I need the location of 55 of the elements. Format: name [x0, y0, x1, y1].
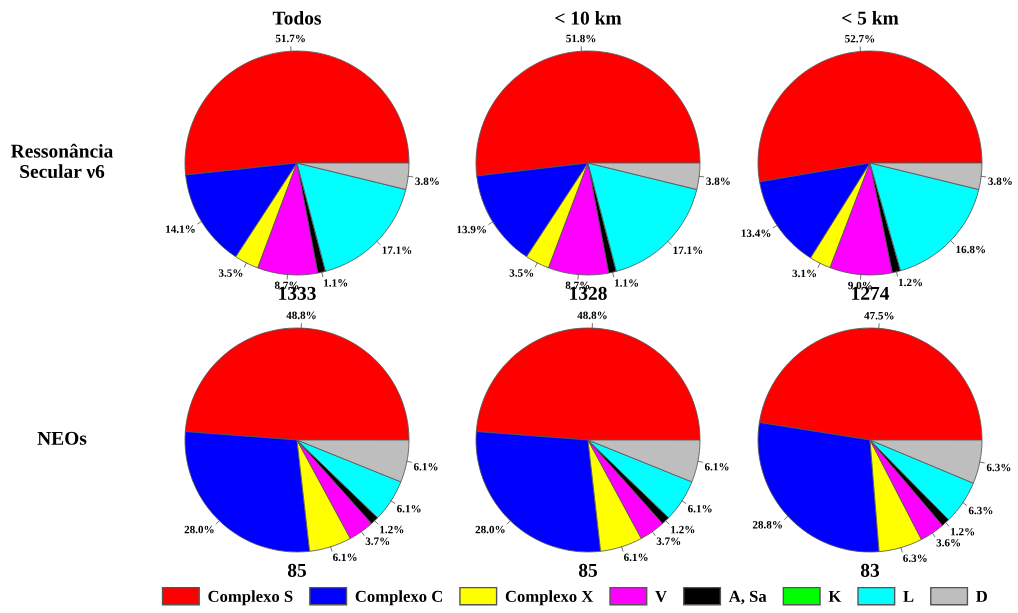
data-label: 13.9% — [457, 225, 486, 234]
data-label: 3.7% — [656, 537, 681, 545]
data-label: 13.4% — [741, 229, 771, 237]
data-label: 52.7% — [845, 34, 875, 43]
text: NEOs — [37, 431, 87, 445]
data-label: 3.8% — [988, 177, 1012, 186]
text: 85 — [578, 563, 598, 577]
legend-label: K — [828, 590, 842, 602]
text: Ressonância Secular ν6 — [11, 143, 114, 179]
chart-title: Todos — [272, 10, 322, 25]
data-label: 6.3% — [968, 506, 993, 515]
legend-label: Complexo X — [505, 590, 594, 606]
data-label: 1.2% — [951, 527, 975, 536]
data-label: 6.1% — [333, 553, 357, 562]
data-label: 51.7% — [275, 34, 305, 43]
legend-label: Complexo S — [208, 590, 293, 606]
data-label: 6.3% — [903, 554, 927, 562]
data-label: 3.6% — [936, 538, 961, 547]
text: 83 — [860, 563, 880, 577]
legend-label: Complexo C — [355, 590, 442, 606]
data-label: 6.1% — [397, 504, 421, 513]
data-label: 48.8% — [577, 311, 607, 320]
text: 85 — [287, 563, 307, 577]
data-label: 48.8% — [286, 311, 316, 320]
data-label: 3.8% — [706, 177, 730, 186]
data-label: 3.5% — [509, 269, 534, 277]
data-label: 6.3% — [986, 463, 1011, 472]
data-label: 3.8% — [415, 177, 439, 186]
data-label: 1.2% — [380, 525, 404, 534]
data-label: 16.8% — [956, 245, 986, 254]
legend-label: V — [655, 590, 667, 603]
data-label: 28.0% — [475, 525, 505, 534]
data-label: 47.5% — [864, 311, 894, 320]
data-label: 6.1% — [688, 504, 712, 513]
data-label: 51.8% — [566, 34, 596, 43]
data-label: 14.1% — [166, 225, 195, 233]
data-label: 17.1% — [673, 246, 703, 255]
chart-title: < 10 km — [555, 10, 622, 25]
data-label: 6.1% — [704, 462, 729, 471]
legend-label: L — [903, 590, 914, 602]
data-label: 1.1% — [324, 279, 348, 287]
data-label: 1.2% — [671, 525, 695, 534]
data-label: 1.2% — [898, 278, 923, 287]
data-label: 28.8% — [752, 521, 782, 529]
chart-title: < 5 km — [842, 10, 899, 25]
data-label: 3.5% — [218, 269, 243, 277]
data-label: 3.7% — [365, 537, 390, 545]
data-label: 17.1% — [382, 246, 412, 255]
data-label: 28.0% — [184, 525, 214, 534]
data-label: 6.1% — [624, 553, 648, 562]
data-label: 1.1% — [615, 279, 639, 287]
legend-label: D — [976, 590, 987, 602]
data-label: 3.1% — [792, 269, 817, 278]
legend-label: A, Sa — [728, 590, 767, 605]
data-label: 6.1% — [413, 462, 438, 471]
